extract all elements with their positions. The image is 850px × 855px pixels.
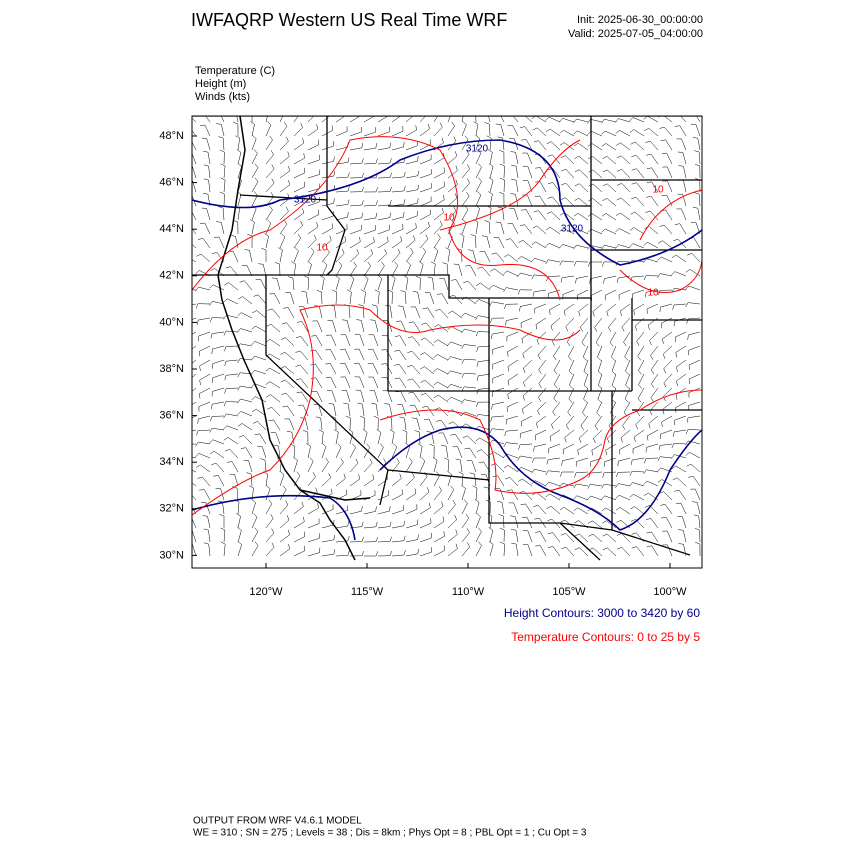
field-label: Height (m) [195, 78, 246, 90]
field-label: Winds (kts) [195, 91, 250, 103]
wind-barb [192, 116, 701, 557]
wind-barbs [192, 116, 701, 557]
temperature-legend: Temperature Contours: 0 to 25 by 5 [511, 630, 700, 644]
temperature-contour-label: 10 [443, 213, 455, 224]
lat-label: 34°N [159, 456, 184, 468]
height-contour-label: 3120 [561, 224, 584, 235]
lat-label: 30°N [159, 549, 184, 561]
lon-label: 115°W [351, 586, 384, 598]
height-contour-label: 3120 [466, 144, 489, 155]
lat-label: 38°N [159, 363, 184, 375]
lat-label: 46°N [159, 177, 184, 189]
temperature-contour-label: 10 [316, 243, 328, 254]
temperature-contour-label: 10 [652, 185, 664, 196]
lat-labels: 48°N 46°N 44°N 42°N 40°N 38°N 36°N 34°N 32°N 30°N [159, 130, 197, 561]
lat-label: 40°N [159, 316, 184, 328]
lon-labels: 120°W 115°W 110°W 105°W 100°W [249, 563, 687, 598]
height-contours [192, 139, 702, 541]
lat-label: 44°N [159, 223, 184, 235]
lat-label: 32°N [159, 503, 184, 515]
lon-label: 100°W [653, 586, 687, 598]
coastline [217, 116, 371, 561]
lon-label: 110°W [452, 586, 485, 598]
init-time: Init: 2025-06-30_00:00:00 [577, 14, 703, 26]
valid-time: Valid: 2025-07-05_04:00:00 [568, 28, 703, 40]
temperature-contour-label: 10 [647, 288, 659, 299]
footer-line: WE = 310 ; SN = 275 ; Levels = 38 ; Dis … [193, 828, 587, 839]
footer-line: OUTPUT FROM WRF V4.6.1 MODEL [193, 816, 362, 827]
state-lines [192, 116, 702, 561]
lon-label: 120°W [249, 586, 283, 598]
map-frame [191, 115, 703, 569]
height-legend: Height Contours: 3000 to 3420 by 60 [504, 606, 700, 620]
field-label: Temperature (C) [195, 65, 275, 77]
temperature-contours [192, 136, 702, 516]
height-contour-label: 3120 [294, 195, 317, 206]
map: 3120 3120 3120 10 10 10 10 48°N46°N44°N4… [159, 115, 703, 598]
lat-label: 42°N [159, 270, 184, 282]
title: IWFAQRP Western US Real Time WRF [191, 10, 507, 30]
lon-label: 105°W [552, 586, 586, 598]
lat-label: 48°N [159, 130, 184, 142]
boundaries [192, 116, 702, 561]
lat-label: 36°N [159, 410, 184, 422]
